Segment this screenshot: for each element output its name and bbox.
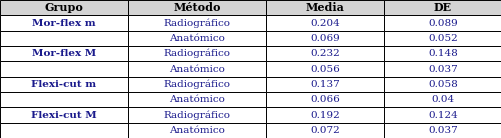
Bar xyxy=(266,92,383,107)
Text: Radiográfico: Radiográfico xyxy=(163,110,230,120)
Bar xyxy=(128,107,266,123)
Text: Anatómico: Anatómico xyxy=(169,126,224,135)
Text: 0.089: 0.089 xyxy=(427,18,457,27)
Bar xyxy=(266,107,383,123)
Bar xyxy=(0,0,128,15)
Text: Media: Media xyxy=(305,2,344,13)
Bar xyxy=(266,77,383,92)
Bar xyxy=(0,123,128,138)
Text: Método: Método xyxy=(173,2,220,13)
Text: Anatómico: Anatómico xyxy=(169,34,224,43)
Bar xyxy=(383,92,501,107)
Bar xyxy=(0,92,128,107)
Bar xyxy=(383,31,501,46)
Text: 0.204: 0.204 xyxy=(310,18,339,27)
Text: Anatómico: Anatómico xyxy=(169,95,224,104)
Text: Flexi-cut M: Flexi-cut M xyxy=(31,111,97,120)
Bar xyxy=(383,15,501,31)
Bar xyxy=(0,15,128,31)
Bar xyxy=(266,0,383,15)
Text: Radiográfico: Radiográfico xyxy=(163,18,230,28)
Text: Flexi-cut m: Flexi-cut m xyxy=(32,80,96,89)
Bar xyxy=(266,46,383,61)
Bar xyxy=(128,31,266,46)
Text: Mor-flex m: Mor-flex m xyxy=(32,18,96,27)
Bar xyxy=(0,61,128,77)
Bar xyxy=(266,31,383,46)
Bar xyxy=(128,92,266,107)
Text: 0.232: 0.232 xyxy=(310,49,339,58)
Text: 0.066: 0.066 xyxy=(310,95,339,104)
Bar xyxy=(383,46,501,61)
Text: 0.124: 0.124 xyxy=(427,111,457,120)
Bar xyxy=(128,61,266,77)
Bar xyxy=(0,77,128,92)
Bar xyxy=(383,77,501,92)
Text: 0.04: 0.04 xyxy=(430,95,454,104)
Text: Radiográfico: Radiográfico xyxy=(163,49,230,58)
Bar xyxy=(266,123,383,138)
Text: 0.056: 0.056 xyxy=(310,64,339,74)
Bar xyxy=(128,0,266,15)
Bar xyxy=(266,61,383,77)
Bar xyxy=(128,77,266,92)
Text: 0.148: 0.148 xyxy=(427,49,457,58)
Text: DE: DE xyxy=(433,2,451,13)
Text: 0.137: 0.137 xyxy=(310,80,339,89)
Bar xyxy=(0,31,128,46)
Text: Radiográfico: Radiográfico xyxy=(163,80,230,89)
Bar xyxy=(383,0,501,15)
Text: 0.037: 0.037 xyxy=(427,64,457,74)
Bar xyxy=(266,15,383,31)
Text: Anatómico: Anatómico xyxy=(169,64,224,74)
Text: 0.052: 0.052 xyxy=(427,34,457,43)
Text: 0.069: 0.069 xyxy=(310,34,339,43)
Bar xyxy=(128,123,266,138)
Bar xyxy=(0,107,128,123)
Bar xyxy=(128,15,266,31)
Bar xyxy=(383,61,501,77)
Bar xyxy=(383,107,501,123)
Text: Mor-flex M: Mor-flex M xyxy=(32,49,96,58)
Text: 0.058: 0.058 xyxy=(427,80,457,89)
Bar xyxy=(0,46,128,61)
Bar xyxy=(128,46,266,61)
Text: 0.072: 0.072 xyxy=(310,126,339,135)
Text: Grupo: Grupo xyxy=(45,2,83,13)
Text: 0.037: 0.037 xyxy=(427,126,457,135)
Text: 0.192: 0.192 xyxy=(310,111,339,120)
Bar xyxy=(383,123,501,138)
